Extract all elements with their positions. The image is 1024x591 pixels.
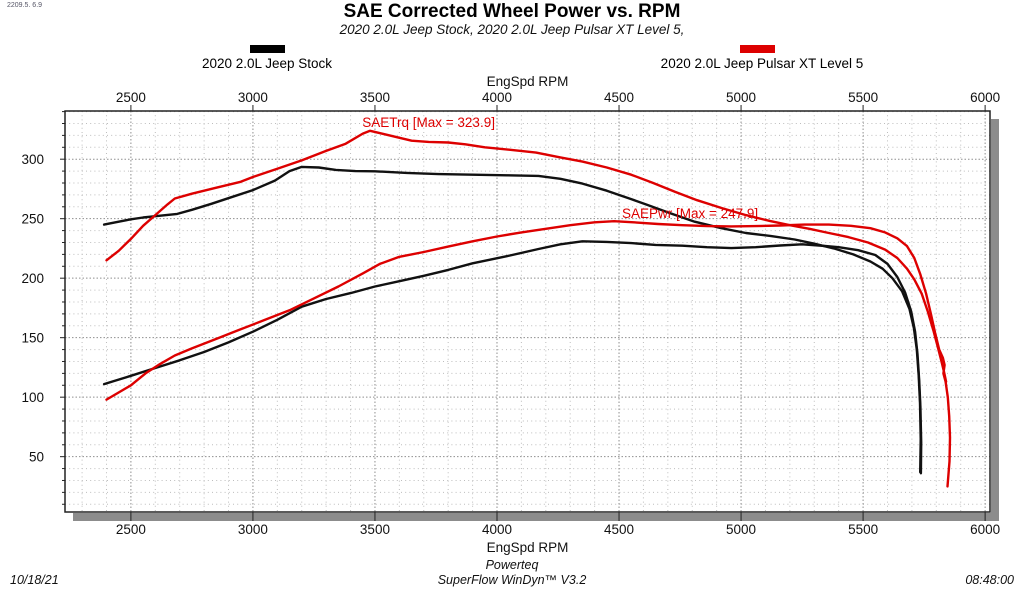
page-subtitle: 2020 2.0L Jeep Stock, 2020 2.0L Jeep Pul…: [339, 22, 685, 37]
x-tick-label-bottom: 6000: [970, 522, 1000, 537]
annotation-max-1: SAEPwr [Max = 247.9]: [622, 206, 758, 221]
footer-time: 08:48:00: [965, 573, 1014, 587]
x-tick-label-top: 5500: [848, 90, 878, 105]
x-tick-label-top: 5000: [726, 90, 756, 105]
x-tick-label-top: 3500: [360, 90, 390, 105]
page-title: SAE Corrected Wheel Power vs. RPM: [343, 1, 681, 22]
x-axis-label-top: EngSpd RPM: [487, 74, 569, 89]
footer-date: 10/18/21: [10, 573, 59, 587]
series-curve-2: [102, 240, 923, 475]
x-tick-label-top: 2500: [116, 90, 146, 105]
series-curve-0: [102, 165, 922, 474]
y-tick-label: 250: [21, 212, 44, 227]
legend-label-stock: 2020 2.0L Jeep Stock: [201, 56, 333, 71]
x-tick-label-bottom: 3000: [238, 522, 268, 537]
x-tick-label-bottom: 2500: [116, 522, 146, 537]
x-axis-label-bottom: EngSpd RPM: [487, 540, 569, 555]
x-tick-label-bottom: 4000: [482, 522, 512, 537]
plot-shadow-bottom: [73, 513, 999, 521]
y-tick-label: 200: [21, 271, 44, 286]
y-tick-label: 50: [29, 450, 44, 465]
y-tick-label: 300: [21, 152, 44, 167]
x-tick-label-bottom: 5000: [726, 522, 756, 537]
app-version-text: 2209.5. 6.9: [7, 2, 43, 9]
y-tick-label: 150: [21, 331, 44, 346]
legend-swatch-pulsar: [740, 45, 775, 53]
footer-software: SuperFlow WinDyn™ V3.2: [437, 573, 587, 587]
x-tick-label-top: 3000: [238, 90, 268, 105]
x-tick-label-bottom: 3500: [360, 522, 390, 537]
series-curve-1: [105, 129, 948, 383]
footer-brand: Powerteq: [485, 558, 539, 572]
legend-label-pulsar: 2020 2.0L Jeep Pulsar XT Level 5: [660, 56, 864, 71]
x-tick-label-top: 6000: [970, 90, 1000, 105]
y-tick-label: 100: [21, 390, 44, 405]
series-curve-3: [105, 219, 952, 488]
x-tick-label-bottom: 5500: [848, 522, 878, 537]
x-tick-label-bottom: 4500: [604, 522, 634, 537]
x-tick-label-top: 4000: [482, 90, 512, 105]
plot-shadow-right: [991, 119, 999, 520]
plot-border: [64, 110, 991, 513]
legend-swatch-stock: [250, 45, 285, 53]
x-tick-label-top: 4500: [604, 90, 634, 105]
annotation-max-0: SAETrq [Max = 323.9]: [362, 115, 495, 130]
